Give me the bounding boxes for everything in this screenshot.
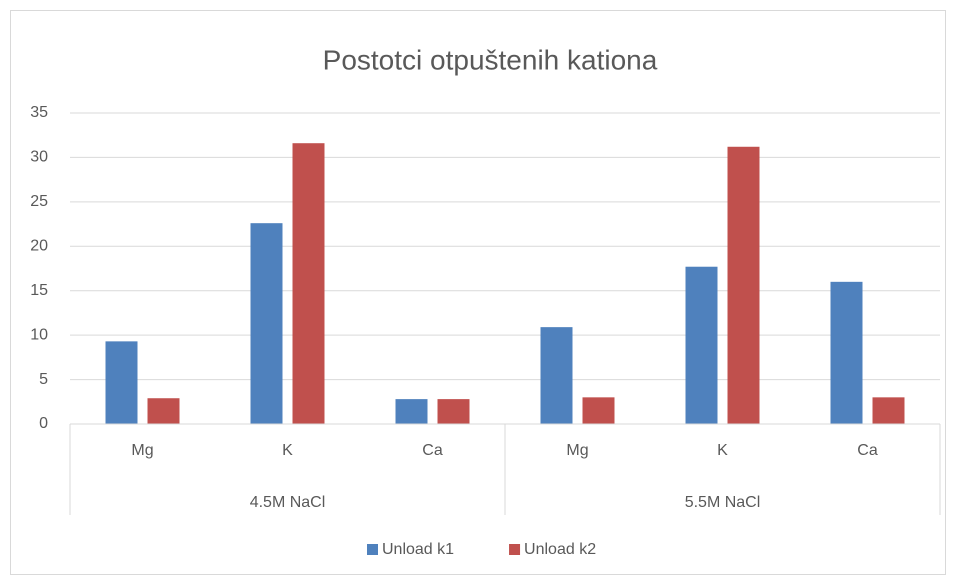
y-tick-label: 10 (30, 326, 48, 343)
y-tick-label: 15 (30, 282, 48, 299)
y-tick-label: 35 (30, 104, 48, 121)
legend-label: Unload k2 (524, 541, 596, 558)
bar (105, 341, 138, 424)
x-tick-label: K (282, 442, 293, 459)
y-tick-label: 25 (30, 193, 48, 210)
y-tick-label: 0 (39, 415, 48, 432)
bar (872, 397, 905, 424)
bar (250, 223, 283, 424)
bar (437, 399, 470, 424)
y-tick-label: 30 (30, 149, 48, 166)
legend-swatch (509, 544, 521, 555)
x-tick-label: K (717, 442, 728, 459)
chart-title: Postotci otpuštenih kationa (323, 44, 658, 75)
bar (727, 146, 760, 424)
group-label: 5.5M NaCl (685, 494, 761, 511)
y-tick-label: 5 (39, 371, 48, 388)
y-tick-label: 20 (30, 238, 48, 255)
x-tick-label: Mg (131, 442, 153, 459)
group-label: 4.5M NaCl (250, 494, 326, 511)
bar (582, 397, 615, 424)
bar (830, 281, 863, 424)
chart-border (10, 10, 946, 575)
bar (292, 143, 325, 424)
legend-label: Unload k1 (382, 541, 454, 558)
bar (395, 399, 428, 424)
bar (147, 398, 180, 424)
legend-swatch (367, 544, 378, 555)
bar (540, 327, 573, 424)
x-tick-label: Mg (566, 442, 588, 459)
x-tick-label: Ca (422, 442, 443, 459)
x-tick-label: Ca (857, 442, 878, 459)
bar (685, 266, 718, 424)
